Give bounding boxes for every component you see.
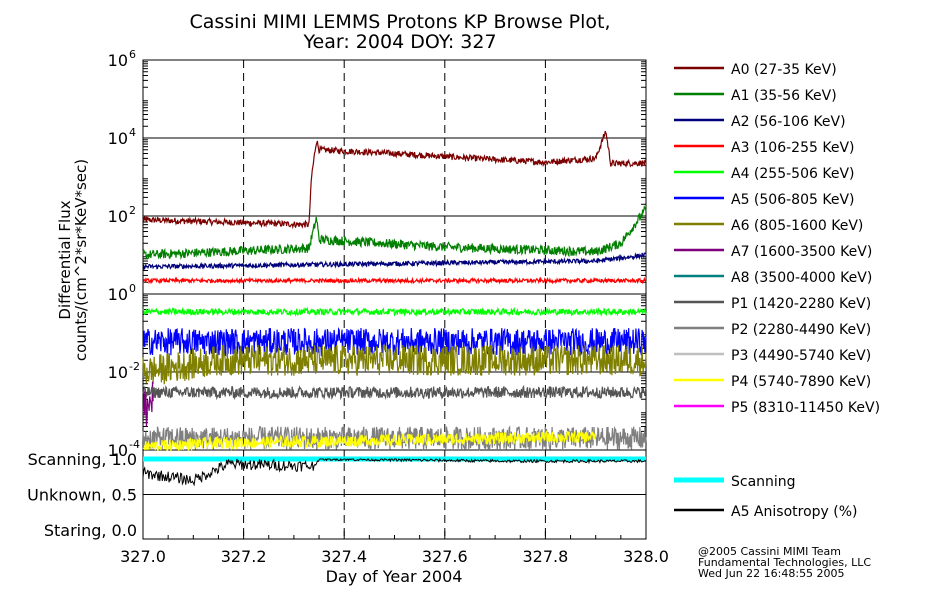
svg-text:10: 10 bbox=[108, 285, 128, 304]
legend-entry: A7 (1600-3500 KeV) bbox=[674, 244, 872, 260]
svg-text:-2: -2 bbox=[129, 360, 140, 373]
y-axis-label-line1: Differential Flux bbox=[56, 200, 74, 319]
footer-timestamp: Wed Jun 22 16:48:55 2005 bbox=[698, 567, 845, 580]
y-tick-label: 10 6 bbox=[108, 48, 136, 70]
svg-text:-4: -4 bbox=[129, 438, 140, 451]
series-line bbox=[142, 326, 647, 358]
legend-entry: A8 (3500-4000 KeV) bbox=[674, 270, 872, 286]
legend-label: A6 (805-1600 KeV) bbox=[731, 218, 863, 234]
legend-entry: P1 (1420-2280 KeV) bbox=[674, 296, 871, 312]
y-tick-label: 10 0 bbox=[108, 282, 136, 304]
series-line bbox=[142, 430, 597, 452]
legend-entry: P5 (8310-11450 KeV) bbox=[674, 400, 880, 416]
series-lines bbox=[142, 130, 647, 452]
lower-panel-lines bbox=[142, 456, 647, 487]
legend-label: A5 Anisotropy (%) bbox=[731, 504, 858, 520]
svg-text:10: 10 bbox=[108, 51, 128, 70]
lower-legend: Scanning A5 Anisotropy (%) bbox=[674, 474, 858, 520]
legend-entry: P2 (2280-4490 KeV) bbox=[674, 322, 871, 338]
y-tick-label: 10 2 bbox=[108, 204, 136, 226]
anisotropy-line bbox=[142, 457, 647, 487]
legend: A0 (27-35 KeV) A1 (35-56 KeV) A2 (56-106 K… bbox=[674, 62, 880, 416]
grid-lines bbox=[142, 60, 647, 539]
legend-entry: A4 (255-506 KeV) bbox=[674, 166, 854, 182]
svg-text:10: 10 bbox=[108, 207, 128, 226]
svg-text:4: 4 bbox=[129, 126, 136, 139]
footer-company: Fundamental Technologies, LLC bbox=[698, 556, 871, 569]
legend-entry: A3 (106-255 KeV) bbox=[674, 140, 854, 156]
y-axis-label-line2: counts/(cm^2*sr*KeV*sec) bbox=[72, 159, 90, 361]
legend-label: A3 (106-255 KeV) bbox=[731, 140, 854, 156]
legend-label: A5 (506-805 KeV) bbox=[731, 192, 854, 208]
legend-label: P5 (8310-11450 KeV) bbox=[731, 400, 880, 416]
svg-text:10: 10 bbox=[108, 441, 128, 460]
series-line bbox=[142, 342, 647, 385]
series-line bbox=[142, 276, 647, 285]
legend-label: P2 (2280-4490 KeV) bbox=[731, 322, 871, 338]
x-tick-label: 327.2 bbox=[221, 547, 267, 566]
chart-title: Cassini MIMI LEMMS Protons KP Browse Plo… bbox=[189, 11, 610, 33]
svg-text:10: 10 bbox=[108, 363, 128, 382]
series-line bbox=[142, 306, 647, 318]
x-tick-label: 327.8 bbox=[522, 547, 568, 566]
legend-label: A2 (56-106 KeV) bbox=[731, 114, 846, 130]
legend-entry: A1 (35-56 KeV) bbox=[674, 88, 837, 104]
legend-label: A0 (27-35 KeV) bbox=[731, 62, 837, 78]
x-tick-label: 327.0 bbox=[120, 547, 166, 566]
legend-entry: A6 (805-1600 KeV) bbox=[674, 218, 863, 234]
series-line bbox=[142, 384, 647, 401]
chart-subtitle: Year: 2004 DOY: 327 bbox=[302, 31, 496, 53]
legend-entry: P4 (5740-7890 KeV) bbox=[674, 374, 871, 390]
svg-text:0: 0 bbox=[129, 282, 136, 295]
x-axis-label: Day of Year 2004 bbox=[326, 567, 463, 586]
legend-entry: A5 (506-805 KeV) bbox=[674, 192, 854, 208]
lower-y-tick-labels: Scanning, 1.0 Unknown, 0.5 Staring, 0.0 bbox=[27, 450, 137, 540]
legend-label: P3 (4490-5740 KeV) bbox=[731, 348, 871, 364]
y-tick-label: 10 -2 bbox=[108, 360, 140, 382]
series-line bbox=[142, 252, 647, 271]
x-tick-label: 327.4 bbox=[321, 547, 367, 566]
lower-legend-entry: Scanning bbox=[674, 474, 796, 490]
series-line bbox=[142, 204, 647, 260]
legend-entry: A0 (27-35 KeV) bbox=[674, 62, 837, 78]
lower-legend-entry: A5 Anisotropy (%) bbox=[674, 504, 858, 520]
svg-text:10: 10 bbox=[108, 129, 128, 148]
series-line bbox=[142, 130, 647, 230]
legend-label: A1 (35-56 KeV) bbox=[731, 88, 837, 104]
legend-entry: A2 (56-106 KeV) bbox=[674, 114, 846, 130]
y-tick-label: 10 -4 bbox=[108, 438, 140, 460]
legend-entry: P3 (4490-5740 KeV) bbox=[674, 348, 871, 364]
footer-copyright: @2005 Cassini MIMI Team bbox=[698, 545, 841, 558]
legend-label: P1 (1420-2280 KeV) bbox=[731, 296, 871, 312]
lower-y-tick-label: Unknown, 0.5 bbox=[27, 486, 137, 505]
y-tick-label: 10 4 bbox=[108, 126, 136, 148]
lower-y-tick-label: Staring, 0.0 bbox=[44, 521, 137, 540]
lower-y-tick-label: Scanning, 1.0 bbox=[28, 450, 137, 469]
legend-label: Scanning bbox=[731, 474, 796, 490]
svg-text:2: 2 bbox=[129, 204, 136, 217]
legend-label: A8 (3500-4000 KeV) bbox=[731, 270, 872, 286]
svg-text:6: 6 bbox=[129, 48, 136, 61]
x-tick-label: 328.0 bbox=[623, 547, 669, 566]
legend-label: P4 (5740-7890 KeV) bbox=[731, 374, 871, 390]
legend-label: A7 (1600-3500 KeV) bbox=[731, 244, 872, 260]
legend-label: A4 (255-506 KeV) bbox=[731, 166, 854, 182]
x-tick-label: 327.6 bbox=[422, 547, 468, 566]
series-line bbox=[142, 381, 154, 427]
x-tick-labels: 327.0 327.2 327.4 327.6 327.8 328.0 bbox=[120, 547, 669, 566]
